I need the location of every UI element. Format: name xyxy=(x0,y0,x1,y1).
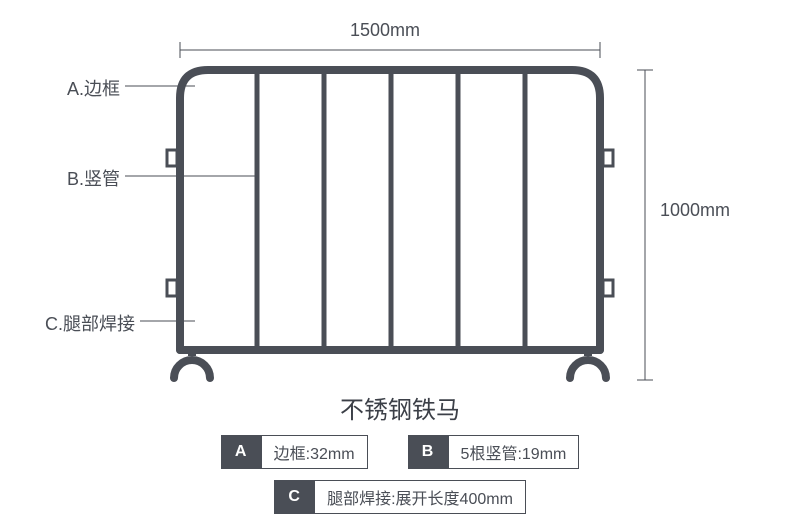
spec-b: B 5根竖管:19mm xyxy=(408,435,580,469)
callout-c-label: C.腿部焊接 xyxy=(20,310,135,336)
spec-c-tag: C xyxy=(274,480,314,514)
spec-a-tag: A xyxy=(221,435,261,469)
height-dimension-label: 1000mm xyxy=(660,200,730,221)
spec-c: C 腿部焊接:展开长度400mm xyxy=(274,480,526,514)
callout-b-label: B.竖管 xyxy=(40,165,120,191)
diagram-title: 不锈钢铁马 xyxy=(0,390,800,425)
spec-c-text: 腿部焊接:展开长度400mm xyxy=(314,480,526,514)
spec-b-text: 5根竖管:19mm xyxy=(448,435,580,469)
spec-a: A 边框:32mm xyxy=(221,435,368,469)
callout-a-label: A.边框 xyxy=(40,75,120,101)
spec-row-2: C 腿部焊接:展开长度400mm xyxy=(0,480,800,514)
spec-row-1: A 边框:32mm B 5根竖管:19mm xyxy=(0,435,800,469)
width-dimension-label: 1500mm xyxy=(350,20,420,41)
diagram-canvas: 1500mm 1000mm A.边框 B.竖管 C.腿部焊接 不锈钢铁马 A 边… xyxy=(0,0,800,525)
spec-b-tag: B xyxy=(408,435,448,469)
spec-a-text: 边框:32mm xyxy=(261,435,368,469)
